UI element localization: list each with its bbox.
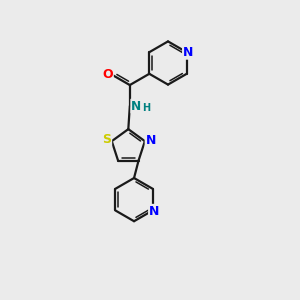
Text: N: N (149, 205, 159, 218)
Text: O: O (102, 68, 113, 81)
Text: H: H (142, 103, 150, 113)
Text: N: N (183, 46, 194, 59)
Text: N: N (131, 100, 142, 112)
Text: N: N (146, 134, 156, 147)
Text: S: S (102, 134, 111, 146)
